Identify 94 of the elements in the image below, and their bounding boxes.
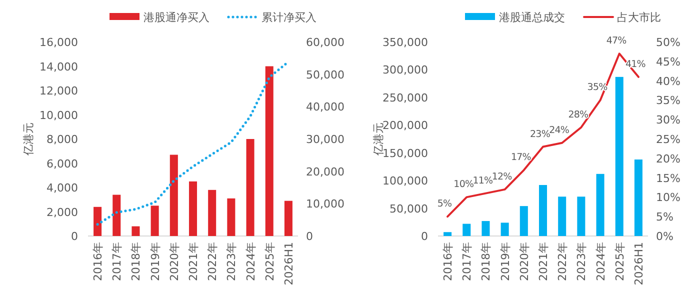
- x-tick-label: 2024年: [244, 242, 258, 281]
- y2-tick-label: 20,000: [306, 165, 344, 178]
- bar: [265, 66, 274, 236]
- x-tick-label: 2021年: [187, 242, 200, 281]
- data-label: 28%: [568, 109, 589, 120]
- y-tick-label: 250,000: [382, 91, 428, 104]
- bar: [520, 206, 528, 236]
- data-label: 10%: [454, 179, 474, 190]
- x-tick-label: 2026H1: [282, 242, 296, 286]
- x-tick-label: 2022年: [556, 242, 570, 281]
- x-tick-label: 2025年: [263, 242, 276, 281]
- x-tick-label: 2019年: [498, 242, 512, 281]
- y2-tick-label: 40%: [656, 74, 680, 88]
- x-tick-label: 2017年: [460, 242, 474, 281]
- x-tick-label: 2017年: [110, 242, 124, 281]
- bar: [284, 200, 292, 236]
- x-tick-label: 2018年: [130, 242, 143, 281]
- y2-tick-label: 15%: [656, 172, 680, 185]
- legend-label: 累计净买入: [262, 11, 316, 24]
- y-tick-label: 0: [421, 230, 428, 243]
- bar: [227, 198, 236, 236]
- y2-tick-label: 20%: [656, 152, 680, 166]
- y-tick-label: 12,000: [40, 84, 78, 98]
- y2-tick-label: 45%: [656, 55, 680, 68]
- bar: [132, 226, 140, 236]
- bar: [170, 154, 178, 236]
- bar: [444, 232, 452, 236]
- legend-label: 港股通总成交: [499, 11, 565, 24]
- x-tick-label: 2023年: [225, 242, 238, 281]
- x-tick-label: 2025年: [613, 242, 626, 281]
- y-tick-label: 2,000: [46, 206, 78, 219]
- y-tick-label: 8,000: [46, 133, 78, 146]
- bar: [558, 196, 566, 236]
- data-label: 17%: [510, 152, 532, 164]
- bar: [208, 190, 216, 236]
- bar: [596, 174, 604, 236]
- data-label: 5%: [437, 198, 452, 210]
- data-label: 47%: [606, 36, 627, 47]
- data-label: 12%: [492, 171, 512, 182]
- y-tick-label: 6,000: [46, 157, 78, 170]
- bar: [246, 139, 254, 236]
- x-tick-label: 2022年: [206, 242, 220, 281]
- y2-tick-label: 30%: [656, 114, 680, 127]
- bar: [462, 224, 471, 236]
- y-tick-label: 350,000: [382, 36, 428, 49]
- y-tick-label: 10,000: [40, 108, 78, 122]
- y2-tick-label: 5%: [656, 210, 674, 224]
- x-tick-label: 2024年: [594, 242, 608, 281]
- data-label: 24%: [549, 124, 570, 136]
- y-tick-label: 300,000: [382, 64, 428, 77]
- x-tick-label: 2023年: [575, 242, 588, 281]
- bar: [538, 185, 548, 236]
- bar: [500, 222, 509, 236]
- y-tick-label: 200,000: [382, 119, 428, 132]
- bar: [94, 206, 102, 236]
- bar: [615, 76, 624, 236]
- y2-tick-label: 60,000: [306, 36, 344, 49]
- bar: [112, 194, 121, 236]
- y-tick-label: 16,000: [40, 36, 78, 49]
- data-label: 23%: [530, 128, 550, 140]
- y2-tick-label: 10%: [656, 191, 680, 204]
- y2-tick-label: 50,000: [306, 68, 344, 82]
- x-tick-label: 2016年: [92, 242, 105, 281]
- bar: [634, 160, 642, 236]
- x-tick-label: 2016年: [442, 242, 455, 281]
- y-tick-label: 4,000: [46, 182, 78, 194]
- y2-tick-label: 0%: [656, 230, 674, 243]
- y-tick-label: 50,000: [390, 202, 428, 216]
- y-axis-title: 亿港元: [22, 122, 35, 156]
- y2-tick-label: 35%: [656, 94, 680, 108]
- y-tick-label: 14,000: [40, 60, 78, 74]
- y-tick-label: 150,000: [382, 146, 428, 160]
- bar: [188, 181, 198, 236]
- x-tick-label: 2021年: [537, 242, 550, 281]
- y2-tick-label: 0: [306, 230, 313, 243]
- y2-tick-label: 25%: [656, 133, 680, 146]
- x-tick-label: 2019年: [148, 242, 162, 281]
- y-axis-title: 亿港元: [372, 122, 385, 156]
- y-tick-label: 100,000: [382, 174, 428, 188]
- legend-label: 港股通净买入: [144, 11, 210, 24]
- bar: [482, 221, 490, 236]
- x-tick-label: 2018年: [480, 242, 493, 281]
- y2-tick-label: 10,000: [306, 198, 344, 211]
- y2-tick-label: 30,000: [306, 133, 344, 146]
- x-tick-label: 2026H1: [632, 242, 646, 286]
- legend-label: 占大市比: [617, 11, 661, 24]
- x-tick-label: 2020年: [168, 242, 181, 281]
- y2-tick-label: 50%: [656, 36, 680, 49]
- bar: [577, 196, 586, 236]
- x-tick-label: 2020年: [518, 242, 531, 281]
- y-tick-label: 0: [71, 230, 78, 243]
- data-label: 11%: [472, 175, 494, 186]
- bar: [150, 206, 159, 236]
- y2-tick-label: 40,000: [306, 100, 344, 114]
